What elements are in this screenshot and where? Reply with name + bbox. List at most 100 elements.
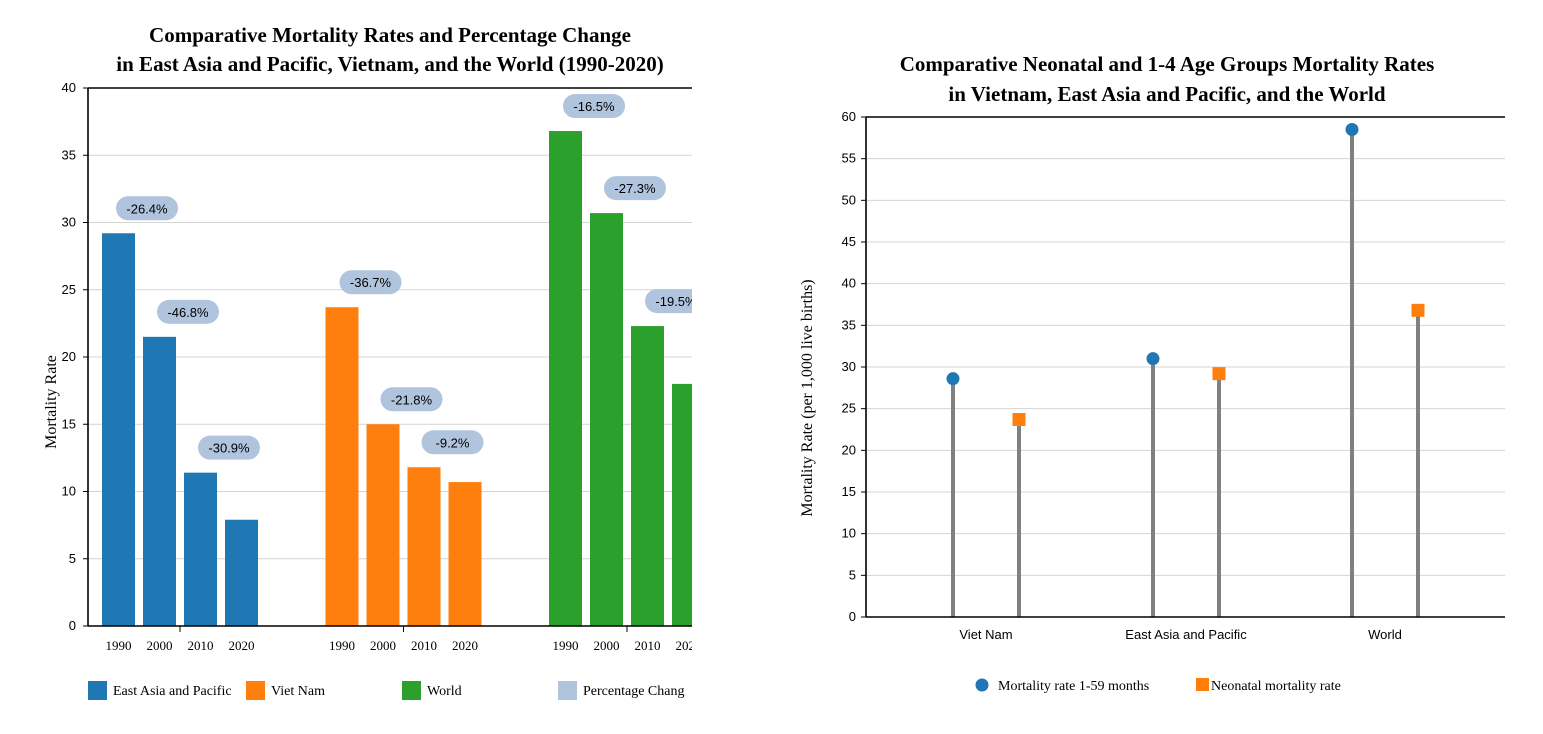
left-bar [143, 336, 176, 626]
left-bar [672, 383, 692, 626]
right-legend: Mortality rate 1-59 months Neonatal morta… [975, 678, 1341, 694]
left-percentage-pill [563, 94, 625, 119]
left-y-tick-label: 30 [62, 215, 76, 230]
right-y-tick-label: 55 [842, 151, 856, 166]
right-lollipop-chart: Comparative Neonatal and 1-4 Age Groups … [799, 52, 1505, 694]
left-y-tick-label: 25 [62, 282, 76, 297]
left-legend-swatch [246, 681, 265, 700]
right-x-tick-label: World [1368, 627, 1402, 642]
left-legend-label: Viet Nam [271, 684, 325, 699]
left-x-tick-label: 2000 [370, 638, 396, 653]
right-y-tick-label: 50 [842, 192, 856, 207]
left-legend: East Asia and Pacific Viet Nam World Percen… [88, 681, 684, 700]
left-y-tick-label: 15 [62, 416, 76, 431]
right-y-tick-label: 0 [849, 609, 856, 624]
left-percentage-pill [339, 270, 402, 295]
left-legend-label: World [427, 684, 462, 699]
right-chart-title-line-1: Comparative Neonatal and 1-4 Age Groups … [900, 52, 1435, 76]
left-legend-swatch [88, 681, 107, 700]
left-percentage-labels: -26.4% -46.8% -30.9% -36.7% -21.8% -9.2% -16.5… [116, 94, 697, 460]
right-point-square [1411, 303, 1425, 317]
left-bar-chart: Comparative Mortality Rates and Percenta… [43, 23, 702, 700]
right-y-axis-ticks: 0 5 10 15 20 25 30 35 40 45 50 55 60 [842, 109, 866, 624]
right-legend-label: Mortality rate 1-59 months [998, 679, 1149, 694]
left-percentage-label: -9.2% [436, 435, 470, 450]
left-bar [325, 307, 359, 626]
right-point-circle [1345, 123, 1359, 136]
left-legend-label: East Asia and Pacific [113, 684, 232, 699]
left-y-tick-label: 40 [62, 80, 76, 95]
left-percentage-label: -21.8% [391, 392, 433, 407]
right-chart-title-line-2: in Vietnam, East Asia and Pacific, and t… [948, 82, 1385, 106]
left-x-tick-label: 1990 [553, 638, 579, 653]
left-percentage-label: -46.8% [167, 305, 209, 320]
left-y-tick-label: 35 [62, 147, 76, 162]
left-x-tick-label: 2000 [594, 638, 620, 653]
left-bar [225, 519, 258, 626]
left-y-tick-label: 5 [69, 551, 76, 566]
left-percentage-pill [198, 435, 260, 460]
left-percentage-label: -36.7% [350, 275, 392, 290]
left-x-tick-label: 2020 [229, 638, 255, 653]
left-legend-label: Percentage Chang [583, 684, 684, 699]
left-bar [102, 233, 135, 626]
left-y-tick-label: 10 [62, 484, 76, 499]
left-percentage-label: -27.3% [614, 181, 656, 196]
left-bar [448, 482, 482, 626]
left-y-tick-label: 20 [62, 349, 76, 364]
right-x-tick-label: Viet Nam [959, 627, 1012, 642]
left-bar [631, 326, 664, 626]
left-x-tick-label: 1990 [106, 638, 132, 653]
left-percentage-pill [116, 196, 178, 221]
left-x-axis-ticks: 1990 2000 2010 2020 1990 2000 2010 2020 1990 2000… [106, 626, 702, 653]
right-y-tick-label: 40 [842, 276, 856, 291]
left-x-tick-label: 2010 [188, 638, 214, 653]
right-markers [946, 123, 1425, 426]
left-legend-swatch [402, 681, 421, 700]
left-y-tick-label: 0 [69, 618, 76, 633]
left-x-tick-label: 2010 [411, 638, 437, 653]
left-percentage-label: -16.5% [573, 99, 615, 114]
left-bar [549, 131, 582, 627]
left-legend-swatch [558, 681, 577, 700]
left-x-tick-label: 2020 [452, 638, 478, 653]
left-percentage-pill [604, 176, 666, 201]
right-legend-label: Neonatal mortality rate [1211, 679, 1341, 694]
right-y-tick-label: 10 [842, 526, 856, 541]
right-legend-circle [975, 678, 989, 692]
right-y-tick-label: 35 [842, 317, 856, 332]
left-x-tick-label: 2000 [147, 638, 173, 653]
left-x-tick-label: 2020 [676, 638, 702, 653]
left-percentage-pill [645, 289, 692, 314]
left-chart-title-line-1: Comparative Mortality Rates and Percenta… [149, 23, 631, 47]
right-y-tick-label: 45 [842, 234, 856, 249]
left-y-axis-ticks: 0 5 10 15 20 25 30 35 40 [62, 80, 88, 633]
right-x-tick-label: East Asia and Pacific [1125, 627, 1247, 642]
left-percentage-label: -30.9% [208, 441, 250, 456]
right-point-square [1212, 367, 1226, 381]
right-y-tick-label: 30 [842, 359, 856, 374]
right-y-tick-label: 5 [849, 567, 856, 582]
right-y-tick-label: 25 [842, 401, 856, 416]
left-percentage-pill [380, 387, 443, 412]
left-percentage-label: -26.4% [126, 201, 168, 216]
left-x-tick-label: 1990 [329, 638, 355, 653]
right-point-circle [1146, 352, 1160, 366]
left-x-tick-label: 2010 [635, 638, 661, 653]
left-bar [590, 213, 623, 626]
left-percentage-label: -19.5% [655, 294, 697, 309]
left-percentage-pill [157, 299, 219, 324]
left-bar [407, 467, 441, 626]
right-y-tick-label: 15 [842, 484, 856, 499]
left-chart-title-line-2: in East Asia and Pacific, Vietnam, and t… [116, 52, 663, 76]
left-percentage-pill [421, 430, 484, 455]
right-grid [866, 158, 1505, 576]
right-stems [951, 129, 1420, 617]
right-y-tick-label: 20 [842, 442, 856, 457]
right-x-axis-ticks: Viet Nam East Asia and Pacific World [959, 627, 1401, 642]
left-bars [102, 131, 692, 627]
left-y-axis-label: Mortality Rate [43, 355, 60, 449]
left-bar [184, 472, 217, 626]
right-point-square [1012, 413, 1026, 426]
